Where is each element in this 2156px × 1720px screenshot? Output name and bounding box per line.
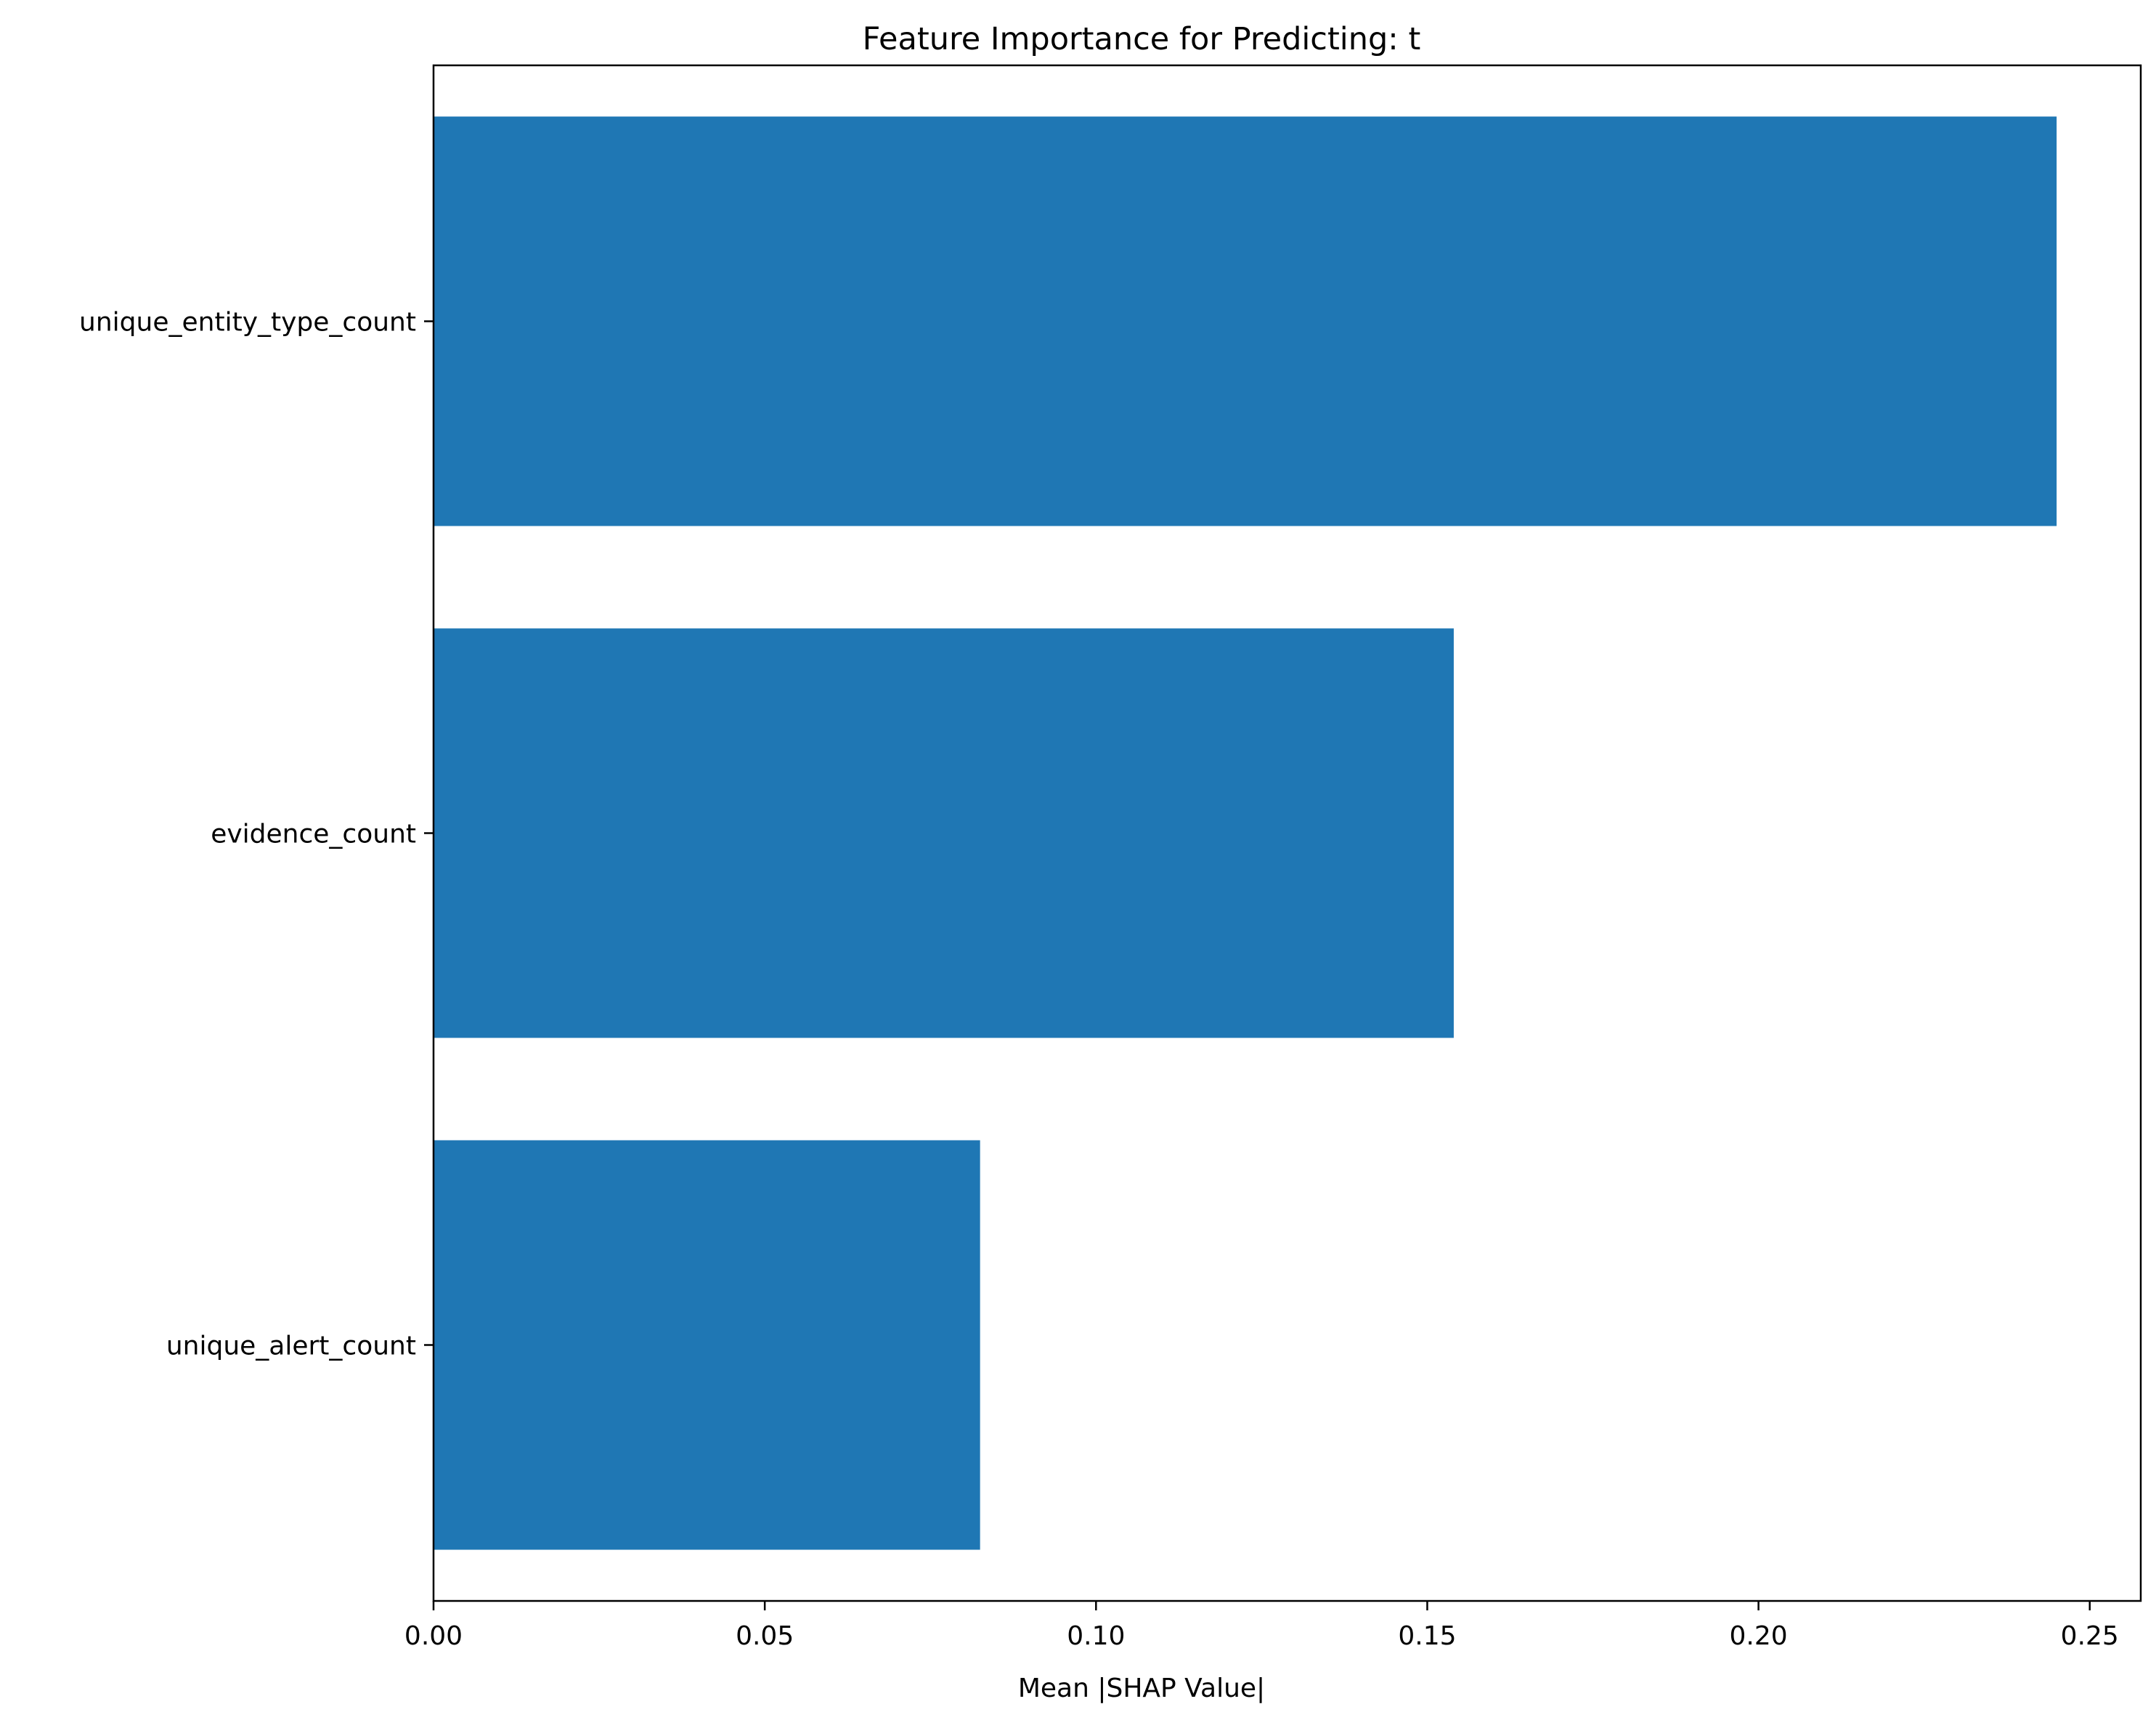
- axes-layer: unique_entity_type_count evidence_countun…: [79, 64, 2142, 1651]
- bar-unique_alert_count: [434, 1140, 980, 1550]
- x-tick-label: 0.10: [1067, 1621, 1125, 1651]
- bar-evidence_count: [434, 628, 1454, 1038]
- x-tick-label: 0.25: [2061, 1621, 2119, 1651]
- chart-title: Feature Importance for Predicting: t: [863, 21, 1421, 57]
- plot-frame: [432, 64, 2142, 1602]
- x-tick-label: 0.20: [1730, 1621, 1788, 1651]
- x-tick-label: 0.00: [404, 1621, 463, 1651]
- bar-unique_entity_type_count: [434, 116, 2057, 526]
- x-tick-label: 0.15: [1398, 1621, 1456, 1651]
- y-tick-label: unique_alert_count: [166, 1332, 416, 1361]
- x-tick-label: 0.05: [736, 1621, 794, 1651]
- x-axis-label: Mean |SHAP Value|: [1018, 1674, 1265, 1703]
- y-tick-label: evidence_count: [211, 820, 416, 849]
- y-tick-label: unique_entity_type_count: [79, 308, 416, 338]
- bars-layer: [434, 116, 2057, 1550]
